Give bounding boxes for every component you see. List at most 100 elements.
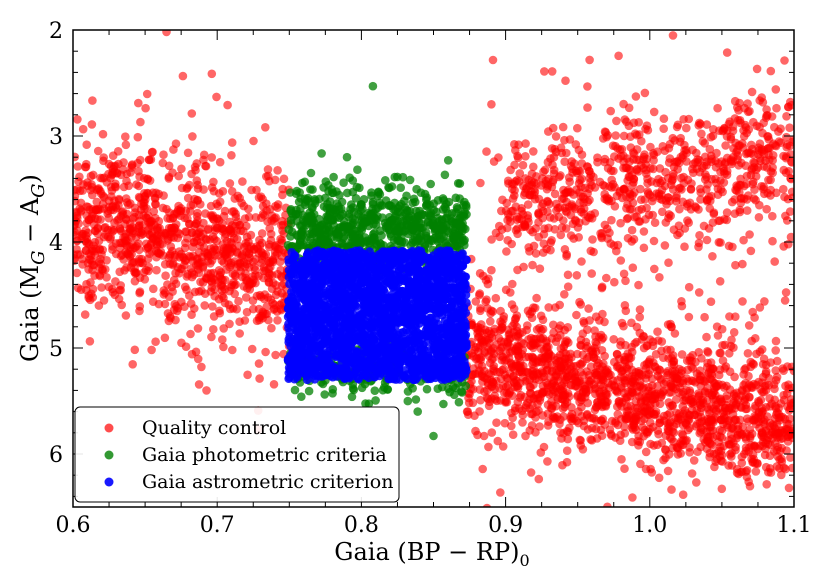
data-point (235, 329, 244, 338)
data-point (590, 326, 599, 335)
data-point (771, 376, 781, 385)
data-point (577, 257, 586, 266)
data-point (187, 272, 197, 282)
data-point (210, 291, 219, 301)
data-point (383, 385, 393, 394)
data-point (492, 418, 501, 428)
data-point (550, 144, 560, 154)
data-point (130, 267, 139, 277)
data-point (513, 229, 522, 239)
data-point (587, 269, 596, 278)
data-point (160, 333, 170, 343)
data-point (263, 165, 273, 174)
data-point (572, 310, 581, 320)
data-points (73, 30, 794, 517)
data-point (518, 160, 528, 170)
data-point (108, 245, 117, 254)
data-point (675, 204, 684, 214)
data-point (602, 273, 611, 283)
data-point (240, 262, 250, 271)
data-point (771, 85, 781, 94)
data-point (486, 347, 496, 356)
data-point (629, 155, 638, 164)
data-point (590, 183, 600, 192)
data-point (513, 346, 522, 356)
data-point (658, 142, 668, 151)
data-point (105, 234, 115, 244)
data-point (496, 396, 505, 405)
data-point (391, 206, 400, 215)
data-point (193, 324, 203, 333)
data-point (104, 213, 114, 223)
data-point (636, 195, 646, 204)
data-point (746, 357, 755, 367)
data-point (730, 372, 739, 382)
data-point (192, 219, 201, 228)
data-point (321, 177, 331, 186)
data-point (443, 156, 453, 165)
data-point (226, 228, 236, 238)
data-point (543, 457, 552, 466)
data-point (766, 440, 775, 450)
data-point (432, 207, 441, 217)
data-point (231, 271, 240, 281)
data-point (273, 244, 283, 254)
data-point (214, 266, 224, 275)
data-point (780, 296, 790, 305)
data-point (607, 215, 616, 225)
data-point (121, 132, 130, 141)
data-point (487, 428, 497, 437)
data-point (271, 350, 280, 360)
data-point (648, 210, 657, 220)
data-point (608, 376, 618, 386)
data-point (751, 508, 760, 517)
data-point (329, 220, 339, 230)
data-point (547, 404, 557, 413)
data-point (238, 177, 247, 186)
data-point (567, 416, 577, 426)
data-point (183, 214, 192, 223)
data-point (200, 301, 209, 310)
data-point (152, 265, 161, 275)
data-point (534, 209, 543, 219)
data-point (240, 316, 250, 325)
data-point (716, 238, 725, 247)
data-point (764, 467, 773, 477)
data-point (724, 119, 734, 129)
data-point (353, 165, 362, 174)
data-point (559, 412, 568, 421)
data-point (641, 447, 651, 457)
data-point (199, 150, 209, 160)
data-point (709, 364, 718, 374)
data-point (678, 378, 688, 388)
data-point (525, 404, 535, 413)
data-point (413, 407, 423, 416)
data-point (562, 197, 571, 207)
data-point (606, 106, 615, 116)
data-point (126, 168, 135, 177)
data-point (616, 337, 625, 346)
data-point (745, 425, 755, 434)
data-point (356, 238, 365, 248)
data-point (516, 366, 526, 375)
data-point (78, 186, 87, 195)
data-point (685, 443, 694, 452)
data-point (337, 197, 347, 207)
data-point (586, 435, 595, 444)
data-point (765, 451, 775, 461)
data-point (160, 299, 170, 309)
data-point (560, 325, 569, 335)
data-point (308, 203, 317, 213)
data-point (635, 312, 644, 322)
data-point (682, 386, 691, 395)
data-point (778, 364, 788, 373)
data-point (755, 96, 764, 105)
data-point (695, 231, 704, 240)
data-point (78, 260, 87, 269)
data-point (410, 233, 420, 243)
data-point (149, 284, 158, 294)
data-point (553, 203, 563, 213)
data-point (577, 159, 587, 168)
data-point (143, 242, 153, 252)
